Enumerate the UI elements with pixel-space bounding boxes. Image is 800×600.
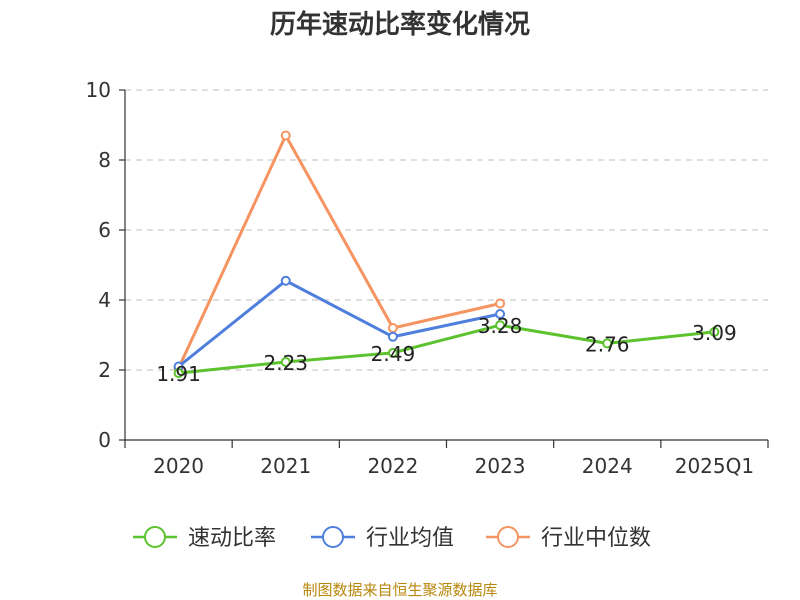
legend-item: 行业均值: [311, 526, 454, 551]
legend-marker-icon: [497, 526, 519, 548]
x-tick-label: 2024: [582, 454, 633, 478]
data-point: [709, 326, 720, 337]
axes: 0 2 4 6 8 10 2020 2021 2022 2023 2024 2025Q1: [86, 78, 769, 478]
data-point: [173, 368, 184, 379]
y-tick-label: 0: [98, 428, 111, 452]
data-point: [602, 338, 613, 349]
series-line: [178, 323, 715, 375]
x-tick-label: 2021: [260, 454, 311, 478]
data-labels: 1.91 2.23 2.49 3.28 2.76 3.09: [156, 314, 736, 386]
y-tick-label: 4: [98, 288, 111, 312]
data-point: [495, 320, 506, 331]
legend-label: 速动比率: [188, 526, 276, 551]
y-tick-label: 6: [98, 218, 111, 242]
data-point: [387, 331, 398, 342]
data-point: [495, 309, 506, 319]
legend-marker-icon: [144, 526, 166, 548]
data-label: 3.28: [478, 314, 523, 338]
legend-marker-icon: [322, 526, 344, 548]
page-title: 历年速动比率变化情况: [269, 10, 530, 40]
data-point: [280, 275, 291, 286]
legend-item: 速动比率: [133, 526, 276, 551]
gridlines: [125, 89, 768, 371]
series-line: [177, 134, 501, 369]
x-tick-label: 2025Q1: [675, 454, 754, 478]
data-label: 2.76: [585, 332, 630, 356]
data-point: [387, 347, 398, 358]
data-point: [387, 323, 398, 333]
series-lines: [173, 130, 720, 379]
x-tick-label: 2023: [475, 454, 526, 478]
data-label: 3.09: [692, 321, 737, 345]
y-tick-label: 2: [98, 358, 111, 382]
data-label: 2.49: [371, 342, 416, 366]
data-label: 1.91: [156, 362, 201, 386]
data-point: [280, 130, 291, 141]
series-line: [177, 279, 501, 368]
y-tick-label: 10: [86, 78, 111, 102]
legend: 速动比率 行业均值 行业中位数: [133, 526, 651, 551]
legend-label: 行业中位数: [541, 526, 651, 551]
source-note: 制图数据来自恒生聚源数据库: [302, 581, 498, 599]
x-tick-label: 2020: [153, 454, 204, 478]
y-tick-label: 8: [98, 148, 111, 172]
data-point: [280, 356, 291, 367]
data-label: 2.23: [263, 351, 308, 375]
legend-label: 行业均值: [366, 526, 454, 551]
data-point: [495, 298, 506, 309]
x-tick-label: 2022: [367, 454, 418, 478]
legend-item: 行业中位数: [486, 526, 651, 551]
